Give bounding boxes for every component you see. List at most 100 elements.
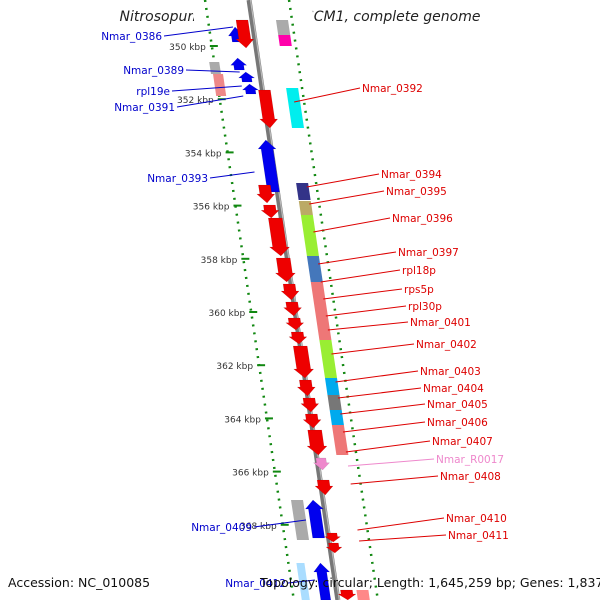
leader-line [325,305,407,317]
forward-gene-label: rpl30p [408,301,442,313]
leader-line [306,173,380,188]
forward-cog-block [286,88,304,128]
leader-line [163,26,234,37]
reverse-gene-arrow [237,71,256,83]
forward-gene-arrow [302,413,322,429]
right-dotted-guide [287,0,380,600]
reverse-gene-label: Nmar_0386 [101,31,162,43]
leader-line [318,251,397,265]
ruler-tick-label: 364 kbp [224,415,261,425]
leader-line [359,534,447,542]
reverse-gene-label: Nmar_0409 [191,522,252,534]
reverse-gene-arrow [304,499,325,539]
forward-cog-block [306,256,323,282]
forward-gene-label: Nmar_0408 [440,471,501,483]
forward-cog-block [325,378,340,395]
leader-line [350,475,439,485]
forward-cog-block [278,35,292,46]
ruler-tick-label: 356 kbp [193,203,230,213]
forward-gene-label: Nmar_0394 [381,169,442,181]
leader-line [340,403,426,415]
leader-line [335,370,419,383]
reverse-cog-block [209,62,221,74]
forward-gene-arrow [288,331,308,345]
forward-gene-arrow [292,345,315,379]
forward-gene-arrow [285,317,305,331]
leader-line [313,217,391,233]
left-dotted-guide [203,0,296,600]
reverse-gene-arrow [230,57,248,71]
forward-cog-block [298,201,313,215]
reverse-gene-arrow [241,83,260,95]
leader-line [357,517,445,531]
forward-gene-label: rpl18p [402,265,436,277]
forward-gene-label: Nmar_0403 [420,366,481,378]
forward-gene-label: Nmar_0404 [423,383,484,395]
ruler-tick-label: 352 kbp [177,96,214,106]
forward-cog-block [329,410,344,425]
rna-gene-arrow [312,457,331,471]
forward-gene-arrow [280,283,300,301]
reverse-gene-arrow [313,562,332,600]
forward-cog-block [300,215,319,256]
ruler-tick-label: 366 kbp [232,469,269,479]
forward-gene-arrow [268,217,291,257]
forward-gene-label: Nmar_0397 [398,247,459,259]
forward-gene-label: Nmar_0407 [432,436,493,448]
forward-cog-block [310,282,332,340]
leader-line [320,269,401,283]
reverse-gene-label: Nmar_0389 [123,65,184,77]
forward-gene-label: Nmar_R0017 [436,454,504,466]
ruler-tick-label: 360 kbp [209,309,246,319]
forward-gene-label: Nmar_0406 [427,417,488,429]
ruler-tick-label: 358 kbp [201,256,238,266]
reverse-gene-label: rpl19e [136,86,170,98]
leader-line [345,440,431,453]
forward-gene-arrow [258,89,279,129]
forward-gene-label: Nmar_0401 [410,317,471,329]
leader-line [209,171,255,179]
forward-cog-block [296,183,311,200]
forward-cog-block [331,425,349,455]
forward-gene-arrow [256,184,276,204]
forward-gene-arrow [325,542,343,554]
forward-gene-arrow [282,301,303,317]
forward-gene-arrow [306,429,328,456]
forward-gene-label: Nmar_0396 [392,213,453,225]
forward-gene-arrow [235,19,255,49]
forward-gene-label: Nmar_0402 [416,339,477,351]
leader-line [294,87,361,103]
forward-gene-label: Nmar_0410 [446,513,507,525]
reverse-gene-label: Nmar_0412 [225,578,286,590]
ruler-tick-label: 354 kbp [185,149,222,159]
forward-gene-arrow [337,589,357,600]
forward-gene-label: Nmar_0395 [386,186,447,198]
leader-line [287,579,315,584]
forward-gene-label: rps5p [404,284,434,296]
leader-line [185,69,240,73]
leader-line [342,421,426,433]
forward-gene-arrow [323,532,342,543]
leader-line [331,343,415,355]
forward-gene-arrow [300,397,320,413]
forward-gene-arrow [274,257,296,283]
reverse-gene-label: Nmar_0391 [114,102,175,114]
forward-gene-label: Nmar_0405 [427,399,488,411]
leader-line [309,190,385,205]
accession-text: Accession: NC_010085 [8,575,151,590]
forward-gene-arrow [260,204,280,219]
leader-line [176,95,244,108]
leader-line [327,321,409,331]
forward-cog-block [327,395,342,410]
forward-gene-arrow [314,479,334,496]
forward-cog-block [276,20,291,35]
reverse-cog-block [291,500,309,540]
leader-line [347,458,435,467]
reverse-gene-label: Nmar_0393 [147,173,208,185]
genome-summary-text: Topology: circular; Length: 1,645,259 bp… [260,575,600,590]
forward-gene-label: Nmar_0392 [362,83,423,95]
ruler-tick-label: 362 kbp [216,362,253,372]
forward-cog-block [319,340,337,378]
